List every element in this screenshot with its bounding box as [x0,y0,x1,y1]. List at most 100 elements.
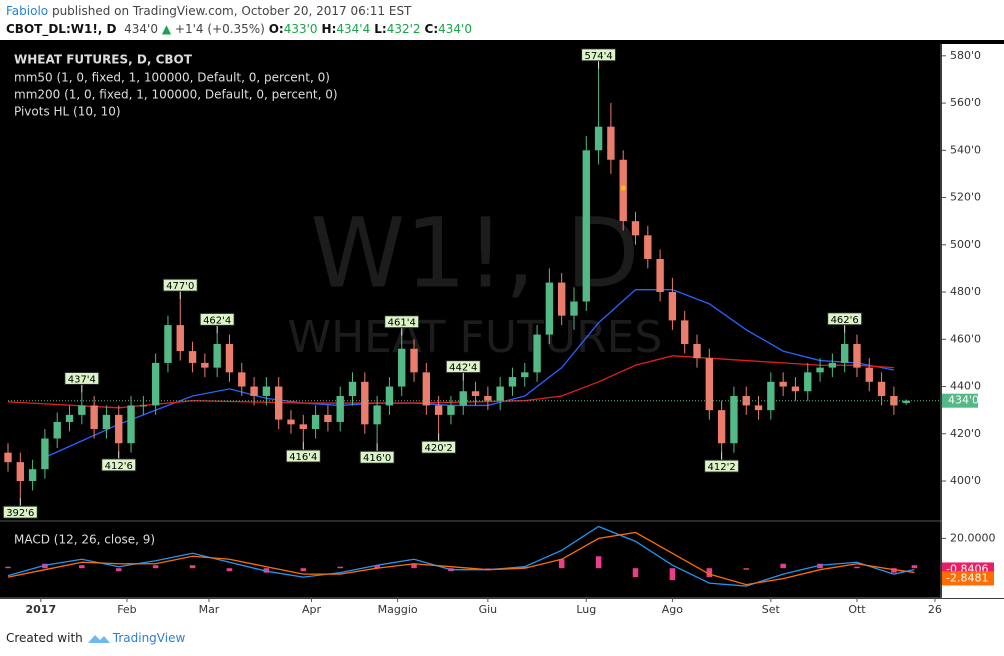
last-price-tag [942,393,978,408]
pivot-box [827,312,863,326]
candle-body [151,362,160,406]
macd-histogram-bar [411,563,417,569]
macd-histogram-bar [374,565,380,569]
pivot-label: 412'2 [708,462,736,473]
ohlc-value: 432'2 [386,22,421,36]
candle-body [705,358,714,411]
candle-body [176,325,184,352]
pivot-box [704,459,740,473]
created: Created with [6,631,83,645]
price-axis-bg [942,44,1004,598]
candle-body [28,469,37,482]
candle-body [250,386,258,396]
candle-body [656,258,664,293]
pivot-label: 462'4 [203,315,231,326]
pivot-box [101,458,137,472]
x-tick-label: Apr [302,603,322,616]
y-tick-label: 480'0 [950,285,981,298]
macd-histogram-bar [911,565,918,569]
candle-body [385,386,394,406]
price: 434'0 [124,22,158,36]
y-tick-label: 560'0 [950,96,981,109]
last-price-label: 434'0 [948,394,979,407]
macd-value-label: -2.8481 [946,571,988,584]
ohlc-value: 433'0 [283,22,318,36]
pivot-box [64,371,100,385]
x-tick-label: 2017 [25,603,56,616]
candle-body [422,372,431,406]
pivot-box [384,315,420,329]
macd-line [7,531,915,586]
pivot-box [162,278,198,292]
candle-body [434,405,443,415]
candle-body [767,381,775,411]
change: +1'4 (+0.35%) [174,22,265,36]
candle-body [447,405,455,415]
candle-body [730,395,738,444]
candle-body [533,334,541,373]
x-tick-label: 26 [928,603,942,616]
footer: Created with TradingView [6,630,185,645]
candle-body [902,400,910,404]
candle-body [607,126,615,160]
x-tick-label: Set [762,603,781,616]
header: Fabiolo published on TradingView.com, Oc… [6,2,476,38]
candle-body [471,391,480,396]
candle-body [238,372,246,387]
candle-body [336,395,344,422]
candle-body [299,424,307,430]
candle-body [877,381,886,396]
macd-line [7,525,915,587]
legend-item: Pivots HL (10, 10) [14,105,121,119]
x-tick-label: Mar [199,603,220,616]
candle-body [225,344,234,373]
ohlc-value: 434'0 [438,22,472,36]
candle-body [348,381,357,396]
macd-histogram-bar [595,556,602,569]
macd-histogram-bar [521,566,528,569]
candle-body [102,414,111,430]
ohlc-label: C: [424,22,439,36]
pivot-label: 574'4 [584,51,612,62]
macd-histogram-bar [485,568,491,569]
macd-histogram-bar [42,563,48,569]
candle-body [201,362,209,368]
candle-body [779,381,787,387]
macd-histogram-bar [189,565,196,569]
macd-histogram-bar [632,568,639,578]
logo [87,635,110,643]
candle-body [262,386,271,396]
macd-histogram-bar [263,568,270,573]
candle-body [373,405,381,425]
x-tick-label: Maggio [378,603,418,616]
y-tick-label: 20.0000 [950,531,996,544]
candle-body [791,386,800,392]
x-tick-label: Lug [576,603,596,616]
marker [620,185,626,191]
candle-body [828,362,837,368]
candle-body [65,414,74,422]
brand[interactable]: TradingView [112,631,186,645]
pivot-box [581,48,617,62]
pivot-label: 477'0 [166,281,194,292]
pivot-label: 461'4 [388,318,416,329]
candle-body [90,405,98,430]
candle-body [164,325,172,363]
macd-title: MACD (12, 26, close, 9) [14,533,155,547]
moving-average [7,355,894,409]
ohlc-label: H: [321,22,337,36]
header-line: Fabiolo published on TradingView.com, Oc… [6,2,476,20]
candle-body [398,348,406,387]
symbol: CBOT_DL:W1!, D [6,22,117,36]
watermark: WHEAT FUTURES [288,312,663,363]
macd-histogram-bar [558,559,565,569]
pivot-label: 462'6 [831,315,859,326]
author[interactable]: Fabiolo [6,4,49,18]
candle-body [644,235,652,259]
macd-histogram-bar [152,565,159,569]
pivot-box [359,450,395,464]
moving-average [44,289,895,458]
pivot-box [445,360,481,374]
